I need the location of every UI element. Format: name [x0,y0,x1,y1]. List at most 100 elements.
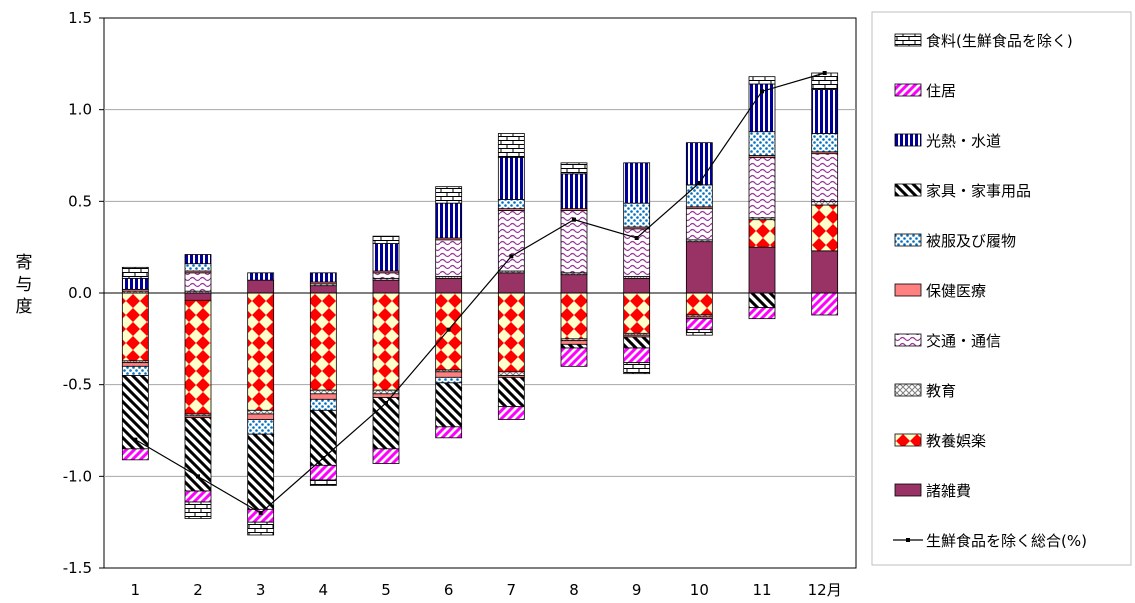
bar-segment [184,417,212,492]
bar-segment [623,277,651,294]
y-tick-label: -1.0 [63,467,92,485]
bar-segment [121,362,149,367]
bar-segment [121,292,149,362]
bar-segment [184,490,212,503]
bar-segment [811,200,839,206]
legend-swatch [894,133,922,147]
bar-segment [748,131,776,156]
bar-segment [435,426,463,439]
bar-segment [435,186,463,204]
x-tick-label: 9 [632,581,642,599]
x-tick-label: 12月 [808,581,842,599]
x-tick-label: 5 [381,581,391,599]
bar-segment [247,279,275,294]
legend-label: 食料(生鮮食品を除く) [926,32,1073,50]
bar-segment [247,272,275,281]
y-tick-label: -1.5 [63,559,92,577]
y-axis-label: 寄与度 [16,253,33,317]
legend-label: 住居 [926,82,956,100]
x-tick-label: 3 [256,581,266,599]
bar-segment [560,173,588,210]
total-point [760,89,764,94]
bar-segment [623,292,651,334]
bar-segment [497,406,525,420]
bar-segment [623,362,651,375]
x-tick-label: 7 [507,581,517,599]
bar-segment [184,292,212,301]
total-point [446,327,451,332]
legend-swatch [894,333,922,347]
bar-segment [748,307,776,320]
bar-segment [811,89,839,134]
bar-segment [184,272,212,292]
bar-segment [623,202,651,228]
legend-swatch [894,283,922,297]
bar-segment [497,272,525,294]
bar-segment [623,228,651,277]
bar-segment [247,433,275,510]
bar-segment [309,272,337,283]
bar-segment [560,340,588,345]
bar-segment [685,184,713,208]
x-tick-label: 1 [131,581,141,599]
legend-label: 家具・家事用品 [926,182,1031,200]
bar-segment [748,156,776,219]
bar-segment [435,239,463,277]
bar-segment [309,479,337,486]
bar-segment [685,241,713,294]
legend-label: 教育 [926,382,956,400]
total-point [133,437,138,442]
total-point [258,511,263,515]
x-tick-label: 10 [690,581,709,599]
bar-segment [623,336,651,349]
y-tick-label: -0.5 [63,376,92,394]
bar-segment [497,199,525,210]
bar-segment [685,292,713,316]
legend-swatch [894,233,922,247]
bar-segment [309,285,337,294]
bar-segment [372,448,400,464]
legend-swatch [894,383,922,397]
total-point [321,456,326,460]
bar-segment [497,133,525,158]
legend-label: 光熱・水道 [926,132,1001,150]
total-line-path [135,72,825,514]
bar-segment [497,371,525,376]
bar-segment [121,365,149,376]
bar-segment [435,277,463,294]
total-point [384,401,388,405]
y-tick-label: 1.0 [68,101,92,119]
bar-segment [497,210,525,272]
bar-segment [811,153,839,202]
bar-segment [623,162,651,204]
bar-segment [309,464,337,481]
total-point [822,71,827,75]
bar-segment [309,389,337,395]
bar-segment [435,371,463,378]
bar-segment [560,347,588,367]
legend-label: 被服及び履物 [926,232,1016,250]
y-tick-label: 1.5 [68,9,92,27]
total-point [509,254,514,259]
bar-segment [435,376,463,384]
bar-segment [184,254,212,265]
bar-segment [247,419,275,435]
bar-segment [121,277,149,290]
bar-segment [748,246,776,294]
x-tick-label: 4 [319,581,329,599]
x-tick-label: 2 [193,581,203,599]
bar-segment [372,235,400,244]
bar-segment [247,413,275,420]
grid-lines [104,109,856,477]
bar-segment [121,448,149,461]
total-point [634,236,639,240]
bar-segment [560,292,588,340]
bar-segment [685,208,713,241]
x-tick-label: 6 [444,581,454,599]
bar-stacks [121,72,839,536]
bar-segment [184,299,212,415]
bar-segment [247,292,275,411]
bar-segment [811,204,839,252]
legend-label: 教養娯楽 [926,432,986,450]
